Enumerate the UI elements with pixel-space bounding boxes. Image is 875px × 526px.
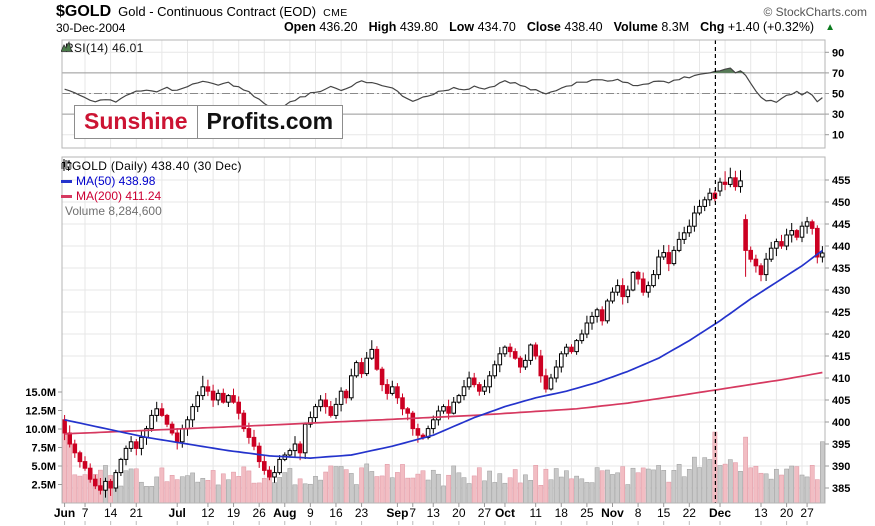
svg-text:23: 23 xyxy=(355,506,369,520)
svg-text:450: 450 xyxy=(832,197,850,209)
axis-labels: 455 450 445 440 435 430 425 420 415 410 405 400 395 3… xyxy=(25,47,850,525)
main-chart-legend: $GOLD (Daily) 438.40 (30 Dec) MA(50) 438… xyxy=(61,159,242,219)
svg-text:90: 90 xyxy=(832,47,844,59)
svg-text:390: 390 xyxy=(832,461,850,473)
quote-open: Open 436.20 xyxy=(283,20,358,34)
svg-text:8: 8 xyxy=(635,506,642,520)
svg-text:425: 425 xyxy=(832,307,850,319)
quote-date: 30-Dec-2004 xyxy=(56,21,126,35)
svg-text:30: 30 xyxy=(832,109,844,121)
rsi-legend-label: RSI(14) 46.01 xyxy=(65,41,144,55)
volume-legend-label: Volume 8,284,600 xyxy=(65,204,162,218)
rsi-line xyxy=(64,67,823,109)
svg-text:10.0M: 10.0M xyxy=(25,424,56,436)
svg-text:Sep: Sep xyxy=(386,506,408,520)
svg-text:16: 16 xyxy=(329,506,343,520)
quote-high: High 439.80 xyxy=(368,20,439,34)
legend-symbol-row: $GOLD (Daily) 438.40 (30 Dec) xyxy=(61,159,242,174)
quote-volume: Volume 8.3M xyxy=(613,20,690,34)
legend-volume-row: Volume 8,284,600 xyxy=(61,160,242,219)
legend-ma50-row: MA(50) 438.98 xyxy=(61,174,242,189)
svg-text:20: 20 xyxy=(780,506,794,520)
svg-text:18: 18 xyxy=(555,506,569,520)
svg-text:7: 7 xyxy=(82,506,89,520)
svg-text:26: 26 xyxy=(252,506,266,520)
svg-text:70: 70 xyxy=(832,68,844,80)
quote-summary-row: Open 436.20 High 439.80 Low 434.70 Close… xyxy=(284,20,835,34)
svg-text:25: 25 xyxy=(580,506,594,520)
svg-text:11: 11 xyxy=(529,506,542,520)
watermark-profits: Profits.com xyxy=(196,105,344,139)
svg-text:20: 20 xyxy=(452,506,466,520)
svg-text:405: 405 xyxy=(832,395,850,407)
svg-text:Nov: Nov xyxy=(601,506,624,520)
sunshine-profits-watermark: Sunshine Profits.com xyxy=(74,105,344,139)
svg-text:Jul: Jul xyxy=(169,506,186,520)
svg-text:10: 10 xyxy=(832,130,844,142)
main-panel-border xyxy=(61,156,826,504)
ma50-line xyxy=(64,249,823,459)
svg-text:13: 13 xyxy=(427,506,441,520)
svg-text:13: 13 xyxy=(754,506,768,520)
quote-low: Low 434.70 xyxy=(449,20,516,34)
svg-text:Aug: Aug xyxy=(273,506,296,520)
ma200-line xyxy=(64,371,823,435)
svg-text:27: 27 xyxy=(800,506,814,520)
svg-text:2.5M: 2.5M xyxy=(32,480,56,492)
stockcharts-copyright: © StockCharts.com xyxy=(763,5,867,19)
ma200-legend-label: MA(200) 411.24 xyxy=(76,189,162,203)
ma50-legend-label: MA(50) 438.98 xyxy=(76,174,156,188)
svg-text:27: 27 xyxy=(478,506,492,520)
svg-text:Jun: Jun xyxy=(54,506,75,520)
svg-text:50: 50 xyxy=(832,89,844,101)
rsi-panel-series xyxy=(62,67,825,109)
quote-change: Chg +1.40 (+0.32%) xyxy=(700,20,815,34)
svg-text:440: 440 xyxy=(832,241,850,253)
ma200-line-swatch xyxy=(61,195,72,198)
ticker-symbol: $GOLD xyxy=(56,3,112,20)
svg-text:455: 455 xyxy=(832,175,850,187)
svg-text:385: 385 xyxy=(832,483,850,495)
ma50-line-swatch xyxy=(61,180,72,183)
svg-text:14: 14 xyxy=(104,506,118,520)
change-up-arrow-icon: ▲ xyxy=(825,22,835,33)
svg-text:7.5M: 7.5M xyxy=(32,443,56,455)
svg-text:395: 395 xyxy=(832,439,850,451)
svg-text:15.0M: 15.0M xyxy=(25,387,56,399)
svg-text:21: 21 xyxy=(130,506,144,520)
legend-symbol-label: $GOLD (Daily) 438.40 (30 Dec) xyxy=(65,159,242,173)
svg-text:22: 22 xyxy=(683,506,697,520)
exchange-label: CME xyxy=(323,7,348,19)
svg-text:435: 435 xyxy=(832,263,850,275)
chart-header: $GOLD Gold - Continuous Contract (EOD) C… xyxy=(56,3,348,21)
moving-averages xyxy=(64,249,823,459)
svg-text:445: 445 xyxy=(832,219,850,231)
svg-text:7: 7 xyxy=(409,506,416,520)
svg-text:410: 410 xyxy=(832,373,850,385)
svg-text:15: 15 xyxy=(657,506,671,520)
svg-text:430: 430 xyxy=(832,285,850,297)
legend-ma200-row: MA(200) 411.24 xyxy=(61,189,242,204)
quote-close: Close 438.40 xyxy=(526,20,603,34)
svg-text:400: 400 xyxy=(832,417,850,429)
svg-text:Dec: Dec xyxy=(709,506,731,520)
svg-text:Oct: Oct xyxy=(495,506,515,520)
svg-text:12: 12 xyxy=(201,506,215,520)
svg-text:9: 9 xyxy=(307,506,314,520)
svg-text:415: 415 xyxy=(832,351,850,363)
svg-text:420: 420 xyxy=(832,329,850,341)
svg-text:19: 19 xyxy=(227,506,241,520)
svg-text:5.0M: 5.0M xyxy=(32,461,56,473)
instrument-description: Gold - Continuous Contract (EOD) xyxy=(118,4,317,19)
rsi-legend: RSI(14) 46.01 xyxy=(61,41,144,55)
svg-text:12.5M: 12.5M xyxy=(25,406,56,418)
watermark-sunshine: Sunshine xyxy=(74,105,198,139)
